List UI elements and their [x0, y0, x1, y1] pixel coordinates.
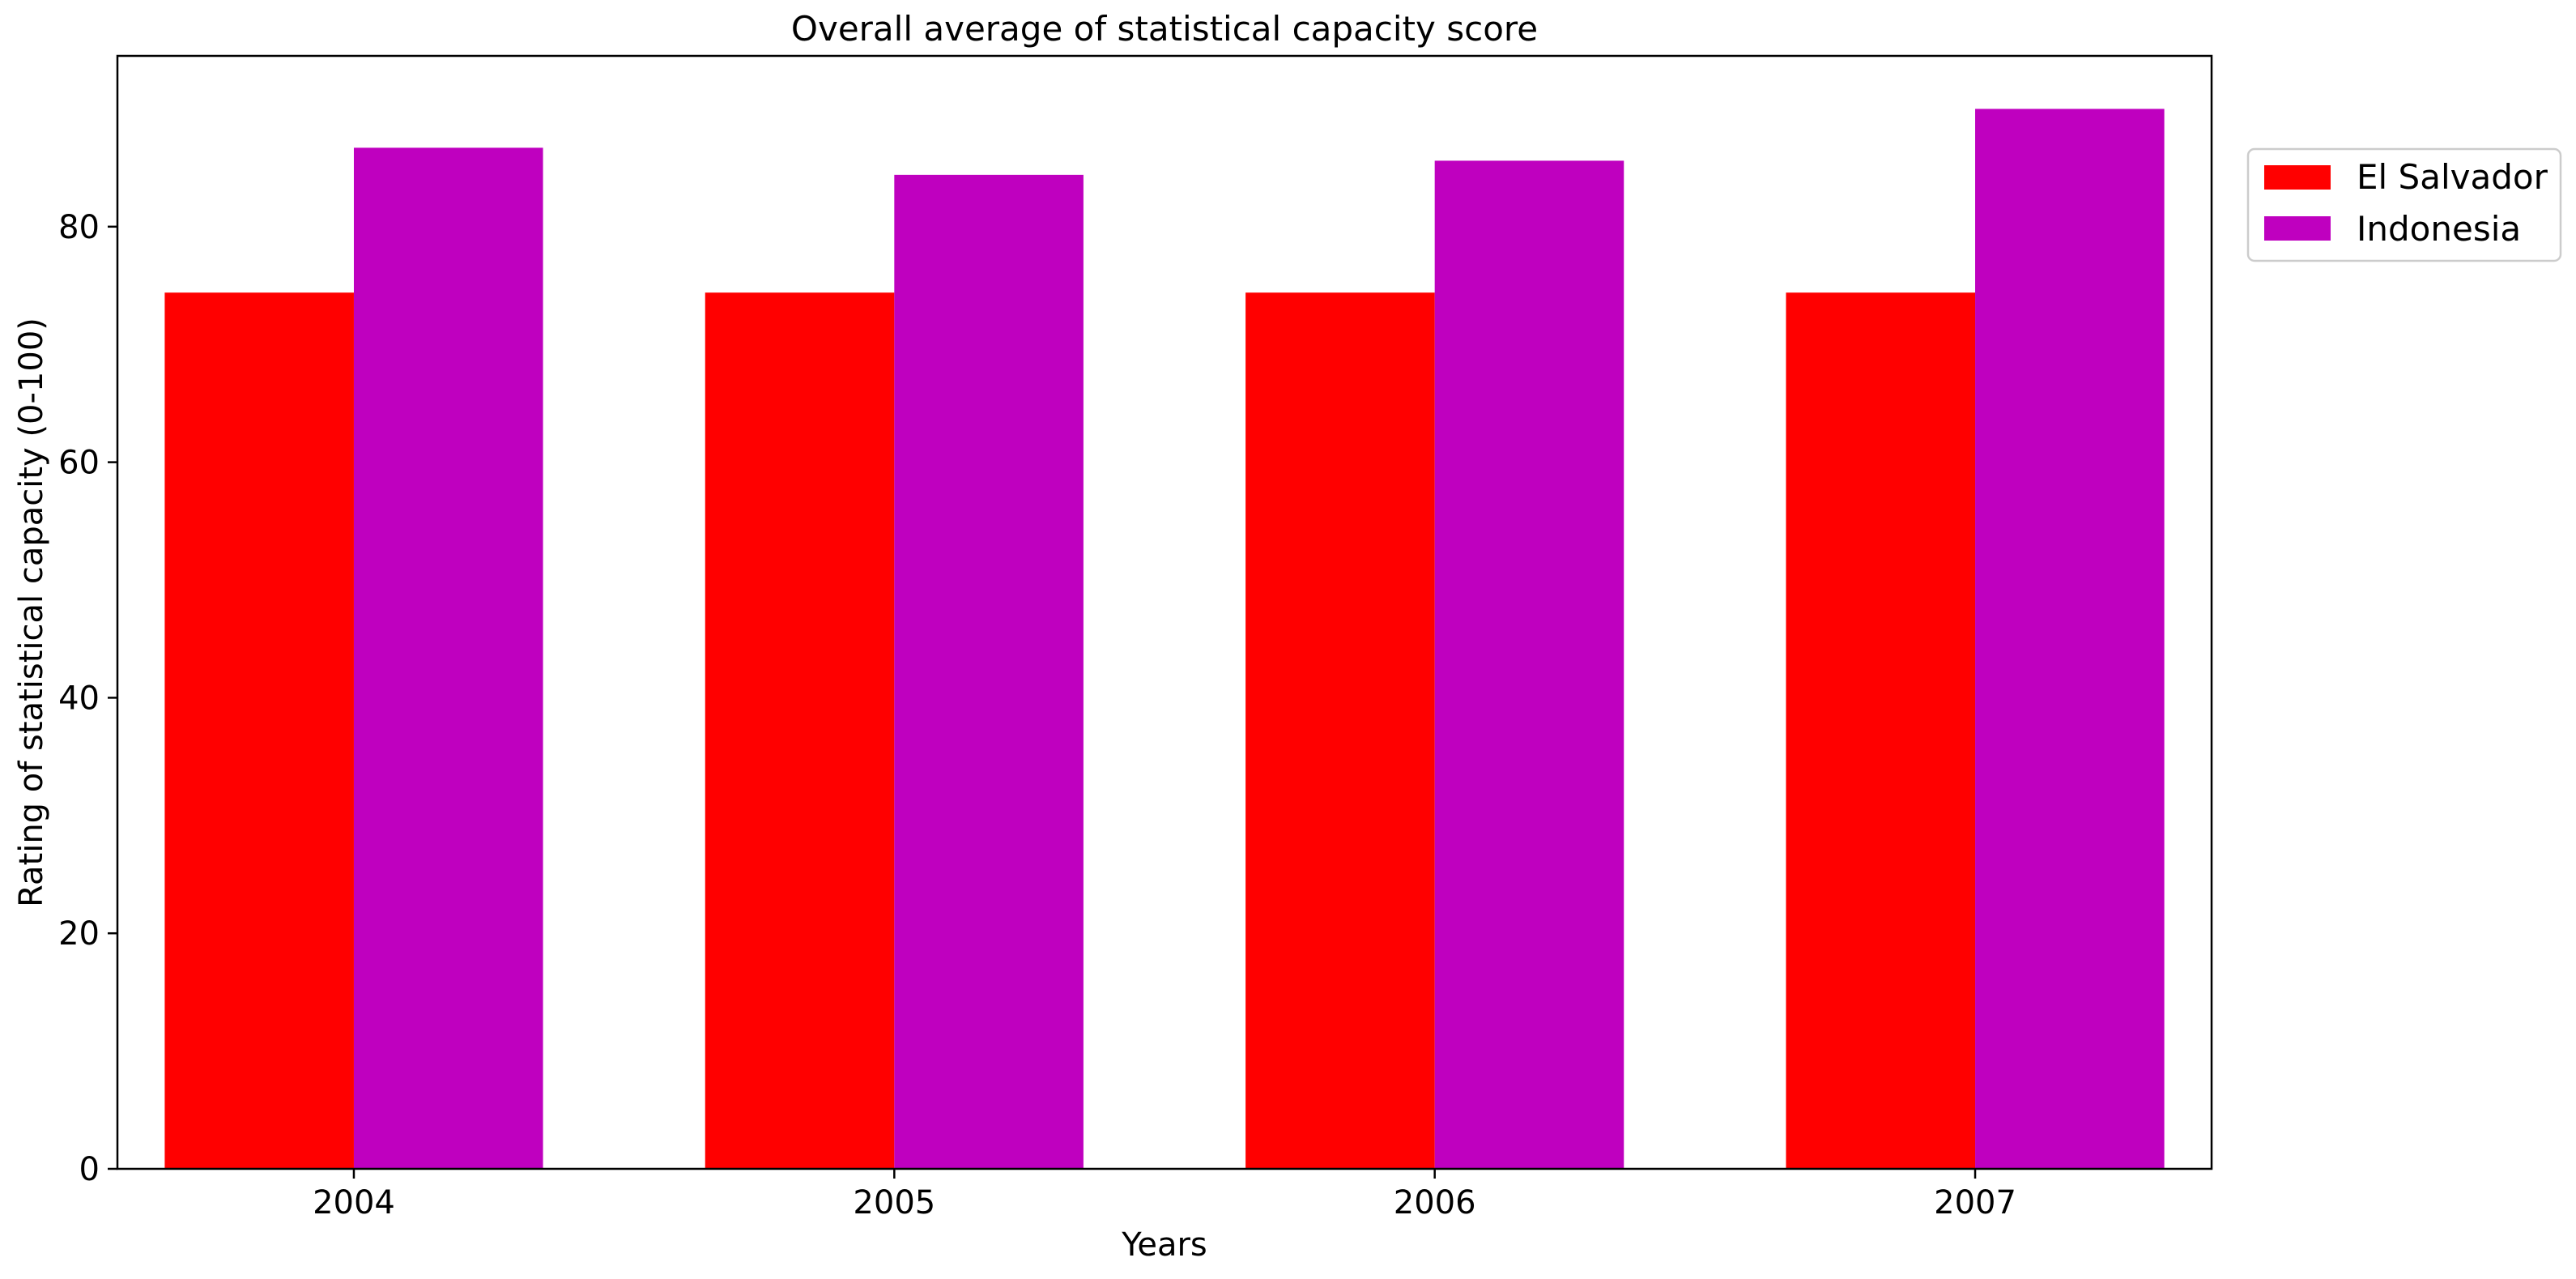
y-axis-ticks: 0 20 40 60 80 [58, 209, 117, 1188]
y-tick-label: 20 [58, 915, 100, 953]
bar-el-salvador-2006 [1245, 292, 1435, 1170]
bar-el-salvador-2007 [1786, 292, 1976, 1170]
y-tick-label: 60 [58, 445, 100, 482]
x-axis-ticks: 2004 2005 2006 2007 [313, 1169, 2016, 1221]
bar-el-salvador-2004 [164, 292, 354, 1170]
x-tick-label: 2006 [1394, 1184, 1476, 1221]
x-axis-label: Years [1121, 1226, 1207, 1264]
legend-swatch-el-salvador [2264, 165, 2331, 190]
y-tick-label: 0 [79, 1151, 100, 1188]
bar-indonesia-2007 [1975, 109, 2165, 1169]
legend-label-indonesia: Indonesia [2357, 209, 2521, 249]
chart-title: Overall average of statistical capacity … [791, 9, 1538, 49]
y-axis-label: Rating of statistical capacity (0-100) [13, 318, 50, 907]
x-tick-label: 2004 [313, 1184, 395, 1221]
plot-frame [116, 54, 2213, 1170]
y-tick-label: 40 [58, 680, 100, 717]
bar-el-salvador-2005 [705, 292, 895, 1170]
legend-label-el-salvador: El Salvador [2357, 157, 2548, 197]
bar-indonesia-2005 [894, 174, 1084, 1169]
bars-group [164, 109, 2165, 1170]
y-tick-label: 80 [58, 209, 100, 246]
legend: El Salvador Indonesia [2246, 147, 2562, 262]
bar-indonesia-2004 [353, 147, 543, 1169]
legend-swatch-indonesia [2264, 216, 2331, 241]
x-tick-label: 2005 [853, 1184, 935, 1221]
x-tick-label: 2007 [1934, 1184, 2016, 1221]
bar-indonesia-2006 [1434, 160, 1624, 1169]
